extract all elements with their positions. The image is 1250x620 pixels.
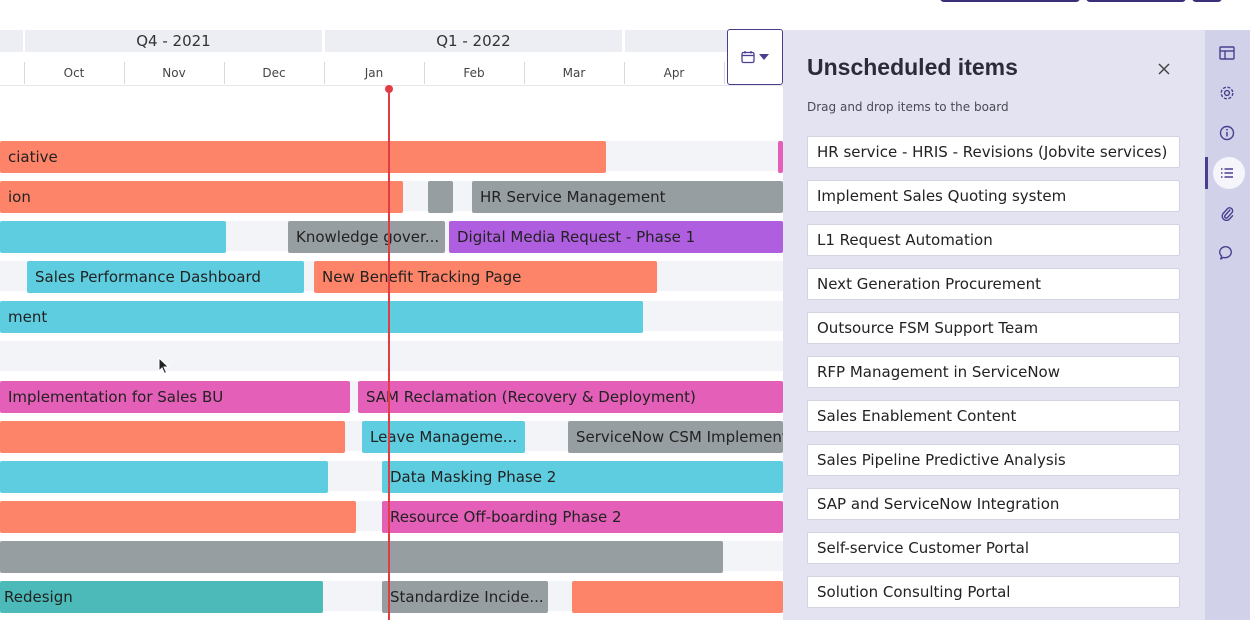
toolbar-button-secondary[interactable] [1086,0,1186,2]
month-separator [124,62,125,84]
paperclip-icon[interactable] [1216,202,1238,224]
date-range-dropdown[interactable] [727,29,783,85]
roadmap-bar[interactable]: Leave Manageme... [362,421,525,453]
month-separator [324,62,325,84]
right-sidebar [1205,30,1250,620]
quarter-prev [0,30,23,52]
roadmap-bar[interactable] [778,141,783,173]
month-label: Jan [364,66,384,80]
roadmap-bar[interactable]: Knowledge gover... [288,221,445,253]
roadmap-bar[interactable] [0,541,723,573]
roadmap-bar[interactable] [0,501,356,533]
mouse-cursor-icon [158,357,170,375]
top-toolbar [0,0,1250,30]
month-separator [524,62,525,84]
roadmap-bar[interactable]: SAM Reclamation (Recovery & Deployment) [358,381,783,413]
unscheduled-item[interactable]: Next Generation Procurement [807,268,1180,300]
month-separator [424,62,425,84]
unscheduled-item[interactable]: Implement Sales Quoting system [807,180,1180,212]
toolbar-button-primary[interactable] [940,0,1080,2]
unscheduled-item[interactable]: Self-service Customer Portal [807,532,1180,564]
unscheduled-item[interactable]: SAP and ServiceNow Integration [807,488,1180,520]
unscheduled-item[interactable]: Sales Enablement Content [807,400,1180,432]
today-marker-dot [385,85,393,93]
calendar-icon [741,51,755,64]
month-separator [624,62,625,84]
panel-subtitle: Drag and drop items to the board [807,100,1009,114]
quarter-q4-2021: Q4 - 2021 [25,30,322,52]
lane [0,341,783,371]
panel-title: Unscheduled items [807,54,1018,80]
roadmap-bar[interactable]: ment [0,301,643,333]
roadmap-bar[interactable]: ciative [0,141,606,173]
unscheduled-item[interactable]: HR service - HRIS - Revisions (Jobvite s… [807,136,1180,168]
month-label: Mar [562,66,586,80]
roadmap-bar[interactable]: ServiceNow CSM Implementa [568,421,783,453]
roadmap-bar[interactable] [0,421,345,453]
unscheduled-item[interactable]: RFP Management in ServiceNow [807,356,1180,388]
month-label: Oct [63,66,85,80]
unscheduled-item[interactable]: Sales Pipeline Predictive Analysis [807,444,1180,476]
unscheduled-item[interactable]: Solution Consulting Portal [807,576,1180,608]
roadmap-bar[interactable]: HR Service Management [472,181,783,213]
roadmap-bar[interactable]: New Benefit Tracking Page [314,261,657,293]
gear-icon[interactable] [1216,82,1238,104]
unscheduled-items-panel: Unscheduled items Drag and drop items to… [783,30,1205,620]
roadmap-bar[interactable] [572,581,783,613]
comment-icon[interactable] [1216,242,1238,264]
roadmap-bar[interactable]: Digital Media Request - Phase 1 [449,221,783,253]
roadmap-bar[interactable]: ion [0,181,403,213]
info-icon[interactable] [1216,122,1238,144]
month-label: Nov [162,66,186,80]
board-icon[interactable] [1216,42,1238,64]
month-label: Feb [463,66,485,80]
roadmap-bar[interactable]: Redesign [0,581,323,613]
quarter-q1-2022: Q1 - 2022 [325,30,622,52]
toolbar-button-more[interactable] [1192,0,1222,2]
close-icon[interactable] [1155,60,1173,78]
month-label: Apr [663,66,685,80]
roadmap-bar[interactable] [0,221,226,253]
month-separator [724,62,725,84]
month-separator [24,62,25,84]
roadmap-bar[interactable]: Resource Off-boarding Phase 2 [382,501,783,533]
unscheduled-item[interactable]: L1 Request Automation [807,224,1180,256]
roadmap-bar[interactable]: Sales Performance Dashboard [27,261,304,293]
caret-down-icon [759,54,769,60]
unscheduled-item[interactable]: Outsource FSM Support Team [807,312,1180,344]
month-label: Dec [262,66,286,80]
roadmap-bar[interactable]: Standardize Incide... [382,581,548,613]
active-indicator [1205,157,1208,189]
months-row: Oct Nov Dec Jan Feb Mar Apr [0,60,783,86]
roadmap-bar[interactable] [428,181,453,213]
today-marker-line [388,88,390,620]
roadmap-bar[interactable]: Implementation for Sales BU [0,381,350,413]
list-icon[interactable] [1216,162,1238,184]
month-separator [224,62,225,84]
roadmap-bar[interactable]: Data Masking Phase 2 [382,461,783,493]
roadmap-bar[interactable] [0,461,328,493]
